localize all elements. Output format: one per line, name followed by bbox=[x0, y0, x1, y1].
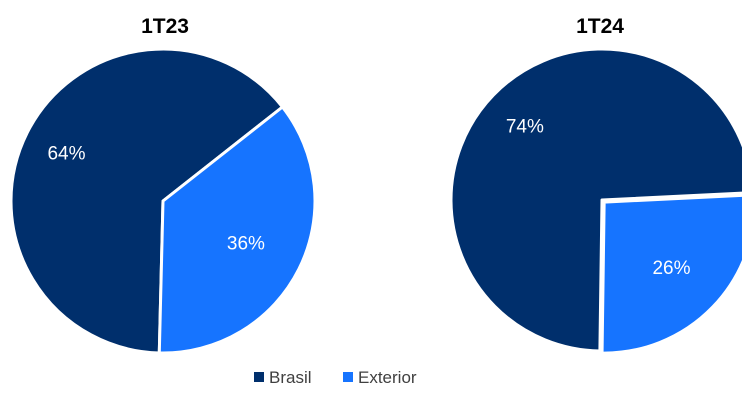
pies-layer: 1T23 64% 36% 1T24 74% 26% bbox=[9, 15, 742, 355]
legend-swatch-exterior bbox=[343, 372, 353, 382]
legend-label-exterior: Exterior bbox=[358, 368, 417, 387]
slice-label-exterior: 26% bbox=[652, 258, 690, 279]
slice-label-brasil: 64% bbox=[47, 144, 85, 165]
legend-item-brasil: Brasil bbox=[254, 368, 312, 387]
pie-slice-brasil bbox=[449, 47, 742, 353]
pie-slice-brasil bbox=[9, 47, 284, 355]
pie-chart-1t23: 1T23 64% 36% bbox=[9, 15, 317, 355]
legend-label-brasil: Brasil bbox=[269, 368, 312, 387]
pie-chart-1t24: 1T24 74% 26% bbox=[449, 15, 742, 355]
pie-slice-exterior bbox=[157, 105, 317, 355]
pie-slice-exterior bbox=[600, 193, 742, 355]
legend: Brasil Exterior bbox=[254, 368, 417, 387]
chart-title: 1T24 bbox=[576, 15, 624, 38]
legend-item-exterior: Exterior bbox=[343, 368, 417, 387]
slice-label-exterior: 36% bbox=[227, 234, 265, 255]
slice-label-brasil: 74% bbox=[506, 117, 544, 138]
chart-title: 1T23 bbox=[141, 15, 189, 38]
legend-swatch-brasil bbox=[254, 372, 264, 382]
